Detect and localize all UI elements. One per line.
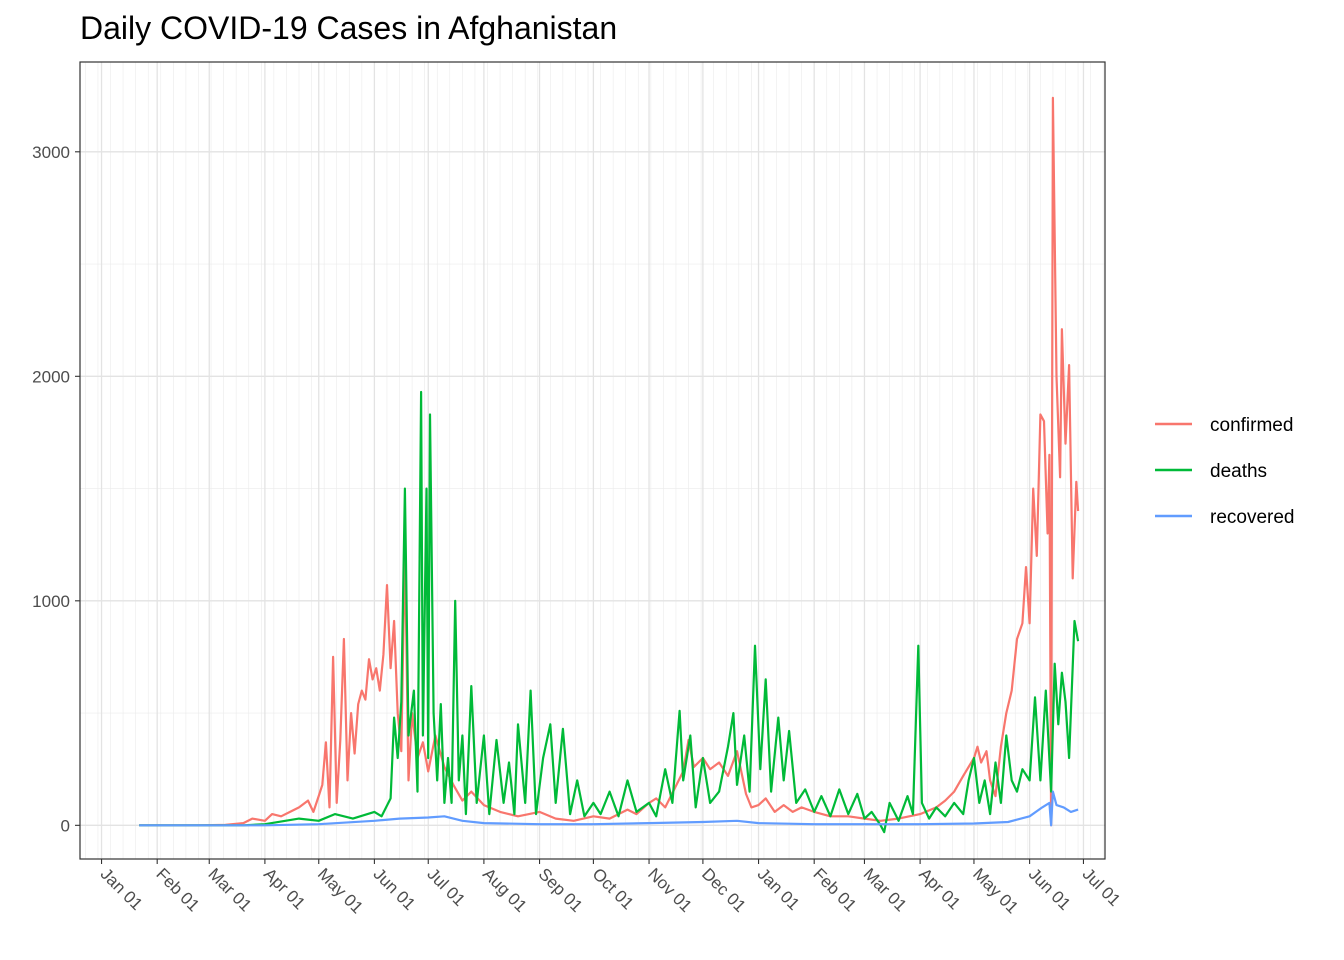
x-tick-label: May 01 <box>969 864 1022 917</box>
chart-title: Daily COVID-19 Cases in Afghanistan <box>80 10 618 46</box>
x-tick-label: Sep 01 <box>535 864 587 916</box>
grid-layer <box>80 62 1105 859</box>
x-tick-label: Apr 01 <box>915 864 964 913</box>
x-tick-label: Aug 01 <box>479 864 531 916</box>
x-tick-label: Jan 01 <box>754 864 804 914</box>
legend: confirmed deaths recovered <box>1155 415 1295 528</box>
x-axis: Jan 01 Feb 01 Mar 01 Apr 01 May 01 Jun 01 Jul … <box>97 859 1124 917</box>
x-tick-label: Mar 01 <box>204 864 255 915</box>
x-tick-label: Jun 01 <box>370 864 420 914</box>
x-tick-label: Feb 01 <box>809 864 860 915</box>
x-tick-label: May 01 <box>314 864 367 917</box>
y-tick-label: 2000 <box>32 367 70 386</box>
x-tick-label: Jan 01 <box>97 864 147 914</box>
x-tick-label: Jun 01 <box>1025 864 1075 914</box>
series-line-confirmed <box>139 96 1080 827</box>
legend-label-deaths: deaths <box>1210 461 1267 482</box>
y-tick-label: 0 <box>61 816 70 835</box>
series-layer <box>139 96 1080 834</box>
x-tick-label: Nov 01 <box>644 864 696 916</box>
legend-label-recovered: recovered <box>1210 507 1295 528</box>
x-tick-label: Feb 01 <box>152 864 203 915</box>
y-tick-label: 3000 <box>32 143 70 162</box>
x-tick-label: Jul 01 <box>1079 864 1125 910</box>
y-tick-label: 1000 <box>32 592 70 611</box>
x-tick-label: Mar 01 <box>860 864 911 915</box>
legend-label-confirmed: confirmed <box>1210 415 1293 436</box>
x-tick-label: Apr 01 <box>260 864 309 913</box>
x-tick-label: Dec 01 <box>698 864 750 916</box>
y-axis: 0 1000 2000 3000 <box>32 143 80 835</box>
series-line-recovered <box>139 790 1079 827</box>
x-tick-label: Jul 01 <box>423 864 469 910</box>
panel-border <box>79 61 1106 860</box>
x-tick-label: Oct 01 <box>589 864 638 913</box>
series-line-deaths <box>139 390 1080 834</box>
